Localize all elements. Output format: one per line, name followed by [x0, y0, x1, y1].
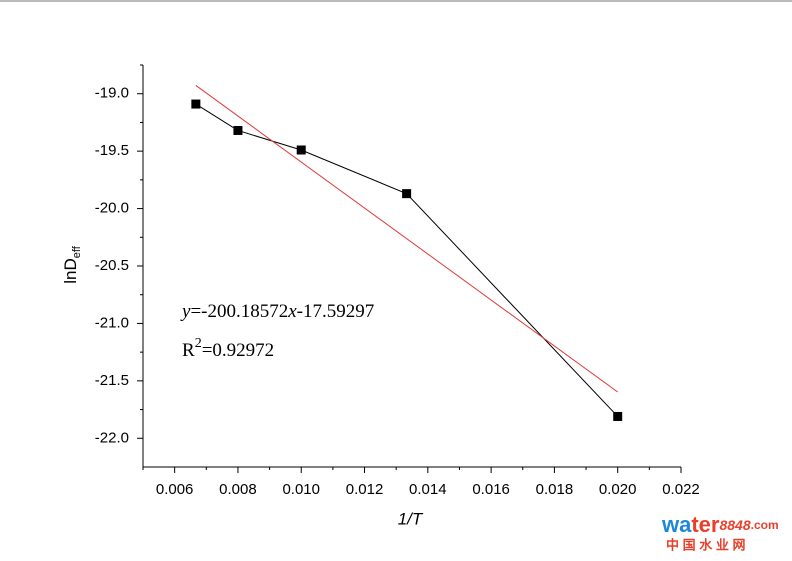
x-tick-label: 0.018	[536, 481, 574, 498]
eq-part: -17.59297	[297, 301, 375, 322]
wm-part: .com	[751, 518, 779, 532]
data-point	[191, 99, 201, 109]
data-point	[613, 411, 623, 421]
x-tick-label: 0.020	[599, 481, 637, 498]
wm-part: wa	[661, 512, 692, 537]
wm-part: 8848	[719, 517, 750, 533]
x-tick-label: 0.016	[472, 481, 510, 498]
eq-part: x	[287, 301, 297, 322]
y-tick-label: -19.0	[95, 85, 129, 102]
r-rest: =0.92972	[202, 340, 274, 361]
watermark: water8848.com	[661, 512, 779, 537]
x-tick-label: 0.022	[662, 481, 700, 498]
watermark-cn: 中 国 水 业 网	[666, 537, 745, 552]
eq-part: y	[180, 301, 191, 322]
wm-part: ter	[691, 512, 720, 537]
r-squared: R2=0.92972	[182, 336, 274, 361]
series-line	[195, 85, 618, 393]
equation: y=-200.18572x-17.59297	[180, 301, 374, 322]
y-tick-label: -21.0	[95, 314, 129, 331]
y-tick-label: -21.5	[95, 372, 129, 389]
x-tick-label: 0.012	[346, 481, 384, 498]
x-axis-title: 1/T	[398, 509, 424, 528]
y-title-main: lnD	[61, 258, 80, 284]
y-tick-label: -22.0	[95, 429, 129, 446]
eq-part: =-200.18572	[190, 301, 288, 322]
data-point	[233, 125, 243, 135]
x-tick-label: 0.014	[409, 481, 447, 498]
series-line	[195, 103, 619, 417]
x-tick-label: 0.010	[282, 481, 320, 498]
y-axis-title: lnDeff	[61, 245, 82, 283]
y-title-sub: eff	[71, 245, 83, 258]
data-point	[296, 145, 306, 155]
x-tick-label: 0.006	[156, 481, 194, 498]
data-point	[402, 189, 412, 199]
y-tick-label: -20.0	[95, 200, 129, 217]
y-tick-label: -19.5	[95, 142, 129, 159]
y-tick-label: -20.5	[95, 257, 129, 274]
x-tick-label: 0.008	[219, 481, 257, 498]
r-sup: 2	[195, 336, 202, 351]
r-base: R	[182, 340, 195, 361]
